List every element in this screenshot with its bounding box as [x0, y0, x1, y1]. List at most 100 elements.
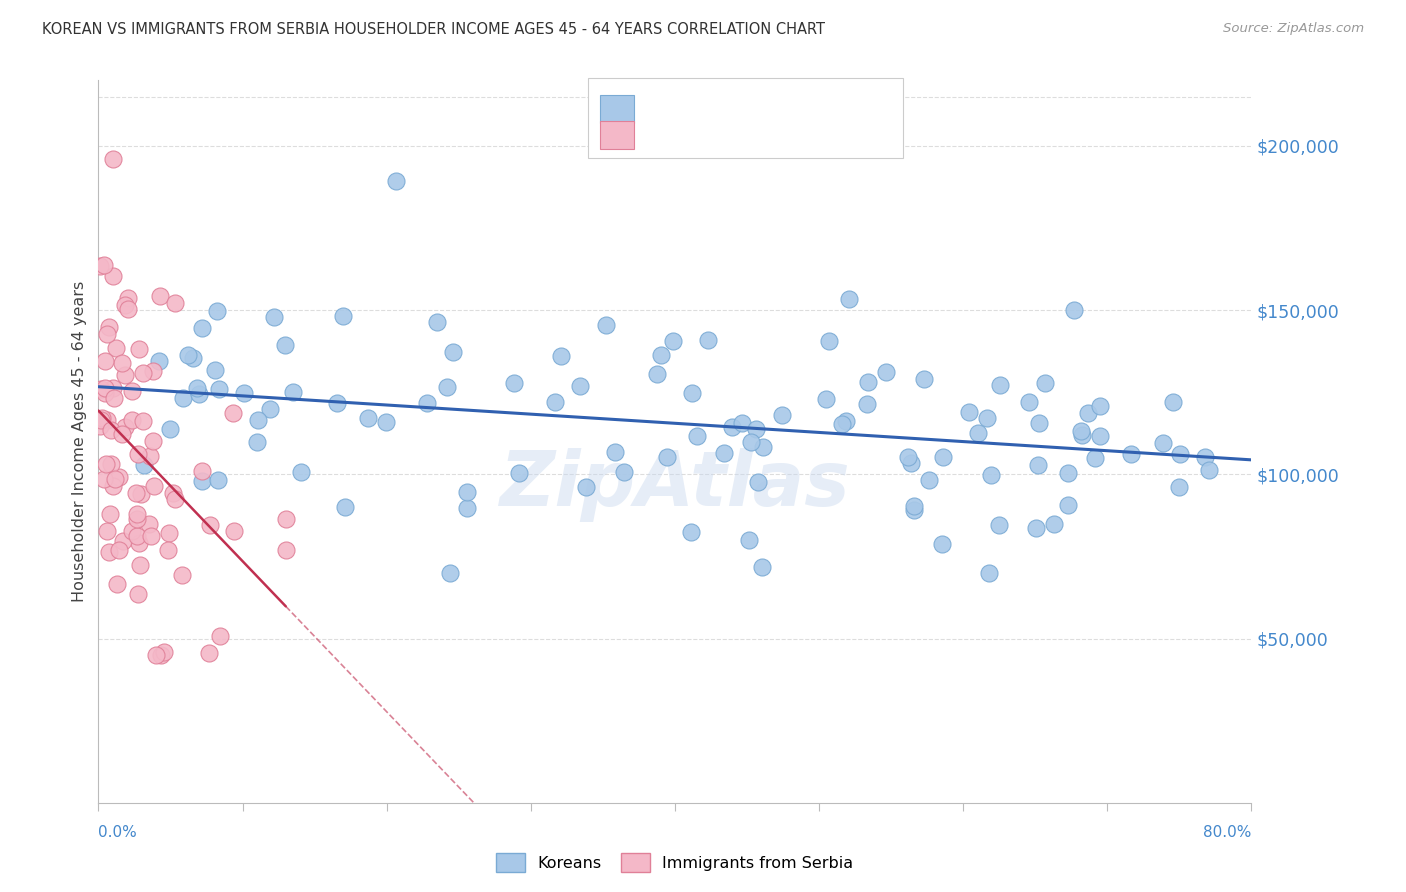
Point — [918, 474, 941, 488]
Point — [104, 472, 127, 486]
Point — [875, 365, 897, 379]
Point — [603, 444, 626, 458]
Point — [143, 479, 166, 493]
Point — [114, 420, 136, 434]
Point — [94, 458, 117, 472]
Point — [740, 435, 762, 450]
Point — [190, 475, 212, 489]
Point — [987, 518, 1010, 533]
Point — [198, 518, 221, 533]
Point — [544, 394, 567, 409]
Point — [1026, 458, 1049, 472]
Point — [903, 503, 925, 517]
Point — [900, 456, 922, 470]
Point — [125, 512, 148, 526]
Point — [1088, 400, 1111, 414]
Point — [550, 349, 572, 363]
Point — [957, 405, 980, 419]
Point — [1119, 446, 1142, 460]
Point — [456, 500, 478, 515]
Point — [103, 391, 125, 405]
Point — [111, 427, 134, 442]
Point — [157, 526, 180, 541]
Point — [232, 386, 254, 401]
Point — [131, 366, 153, 380]
Point — [508, 466, 530, 480]
Point — [93, 258, 115, 272]
Point — [186, 381, 208, 395]
Point — [163, 296, 186, 310]
Point — [149, 648, 172, 662]
Point — [770, 409, 793, 423]
Point — [246, 434, 269, 449]
Point — [94, 353, 117, 368]
Point — [90, 382, 112, 396]
Point — [858, 375, 880, 389]
Point — [1043, 517, 1066, 532]
Text: 107: 107 — [799, 100, 834, 118]
Point — [645, 367, 668, 381]
Point — [831, 417, 853, 432]
Text: R =: R = — [644, 100, 681, 118]
Point — [89, 418, 111, 433]
Text: N =: N = — [762, 100, 799, 118]
Point — [1168, 480, 1191, 494]
Text: 80.0%: 80.0% — [1204, 825, 1251, 840]
Point — [207, 473, 229, 487]
Point — [177, 348, 200, 362]
Point — [91, 410, 114, 425]
Point — [103, 381, 125, 395]
Point — [1028, 417, 1050, 431]
Point — [686, 429, 709, 443]
Text: 75: 75 — [799, 126, 828, 144]
Point — [747, 475, 769, 489]
Point — [207, 382, 229, 396]
Point — [145, 648, 167, 662]
Text: -0.388: -0.388 — [682, 126, 741, 144]
Text: N =: N = — [762, 126, 799, 144]
Text: 0.0%: 0.0% — [98, 825, 138, 840]
Point — [1161, 395, 1184, 409]
Point — [416, 396, 439, 410]
Point — [117, 291, 139, 305]
Point — [752, 440, 775, 454]
Point — [976, 411, 998, 425]
Point — [931, 536, 953, 550]
Point — [1168, 447, 1191, 461]
Point — [1198, 463, 1220, 477]
Point — [198, 646, 221, 660]
Point — [1152, 435, 1174, 450]
Point — [107, 543, 129, 558]
Point — [121, 524, 143, 539]
Point — [162, 486, 184, 500]
Point — [111, 356, 134, 370]
Point — [818, 334, 841, 348]
Point — [681, 385, 703, 400]
Point — [274, 543, 297, 558]
Point — [274, 512, 297, 526]
Point — [101, 269, 124, 284]
Point — [222, 406, 245, 420]
Point — [912, 372, 935, 386]
Point — [188, 386, 211, 401]
Point — [114, 298, 136, 312]
Point — [96, 413, 118, 427]
Point — [744, 422, 766, 436]
Point — [835, 414, 858, 428]
Point — [980, 467, 1002, 482]
Point — [1070, 424, 1092, 438]
Point — [456, 484, 478, 499]
Point — [574, 480, 596, 494]
Point — [1063, 302, 1085, 317]
Point — [98, 545, 121, 559]
Point — [932, 450, 955, 464]
Point — [157, 542, 180, 557]
Point — [224, 524, 246, 539]
Point — [650, 348, 672, 362]
Point — [149, 288, 172, 302]
Point — [190, 320, 212, 334]
Point — [1077, 406, 1099, 420]
Legend: Koreans, Immigrants from Serbia: Koreans, Immigrants from Serbia — [489, 847, 860, 878]
Point — [720, 419, 742, 434]
Point — [439, 566, 461, 580]
